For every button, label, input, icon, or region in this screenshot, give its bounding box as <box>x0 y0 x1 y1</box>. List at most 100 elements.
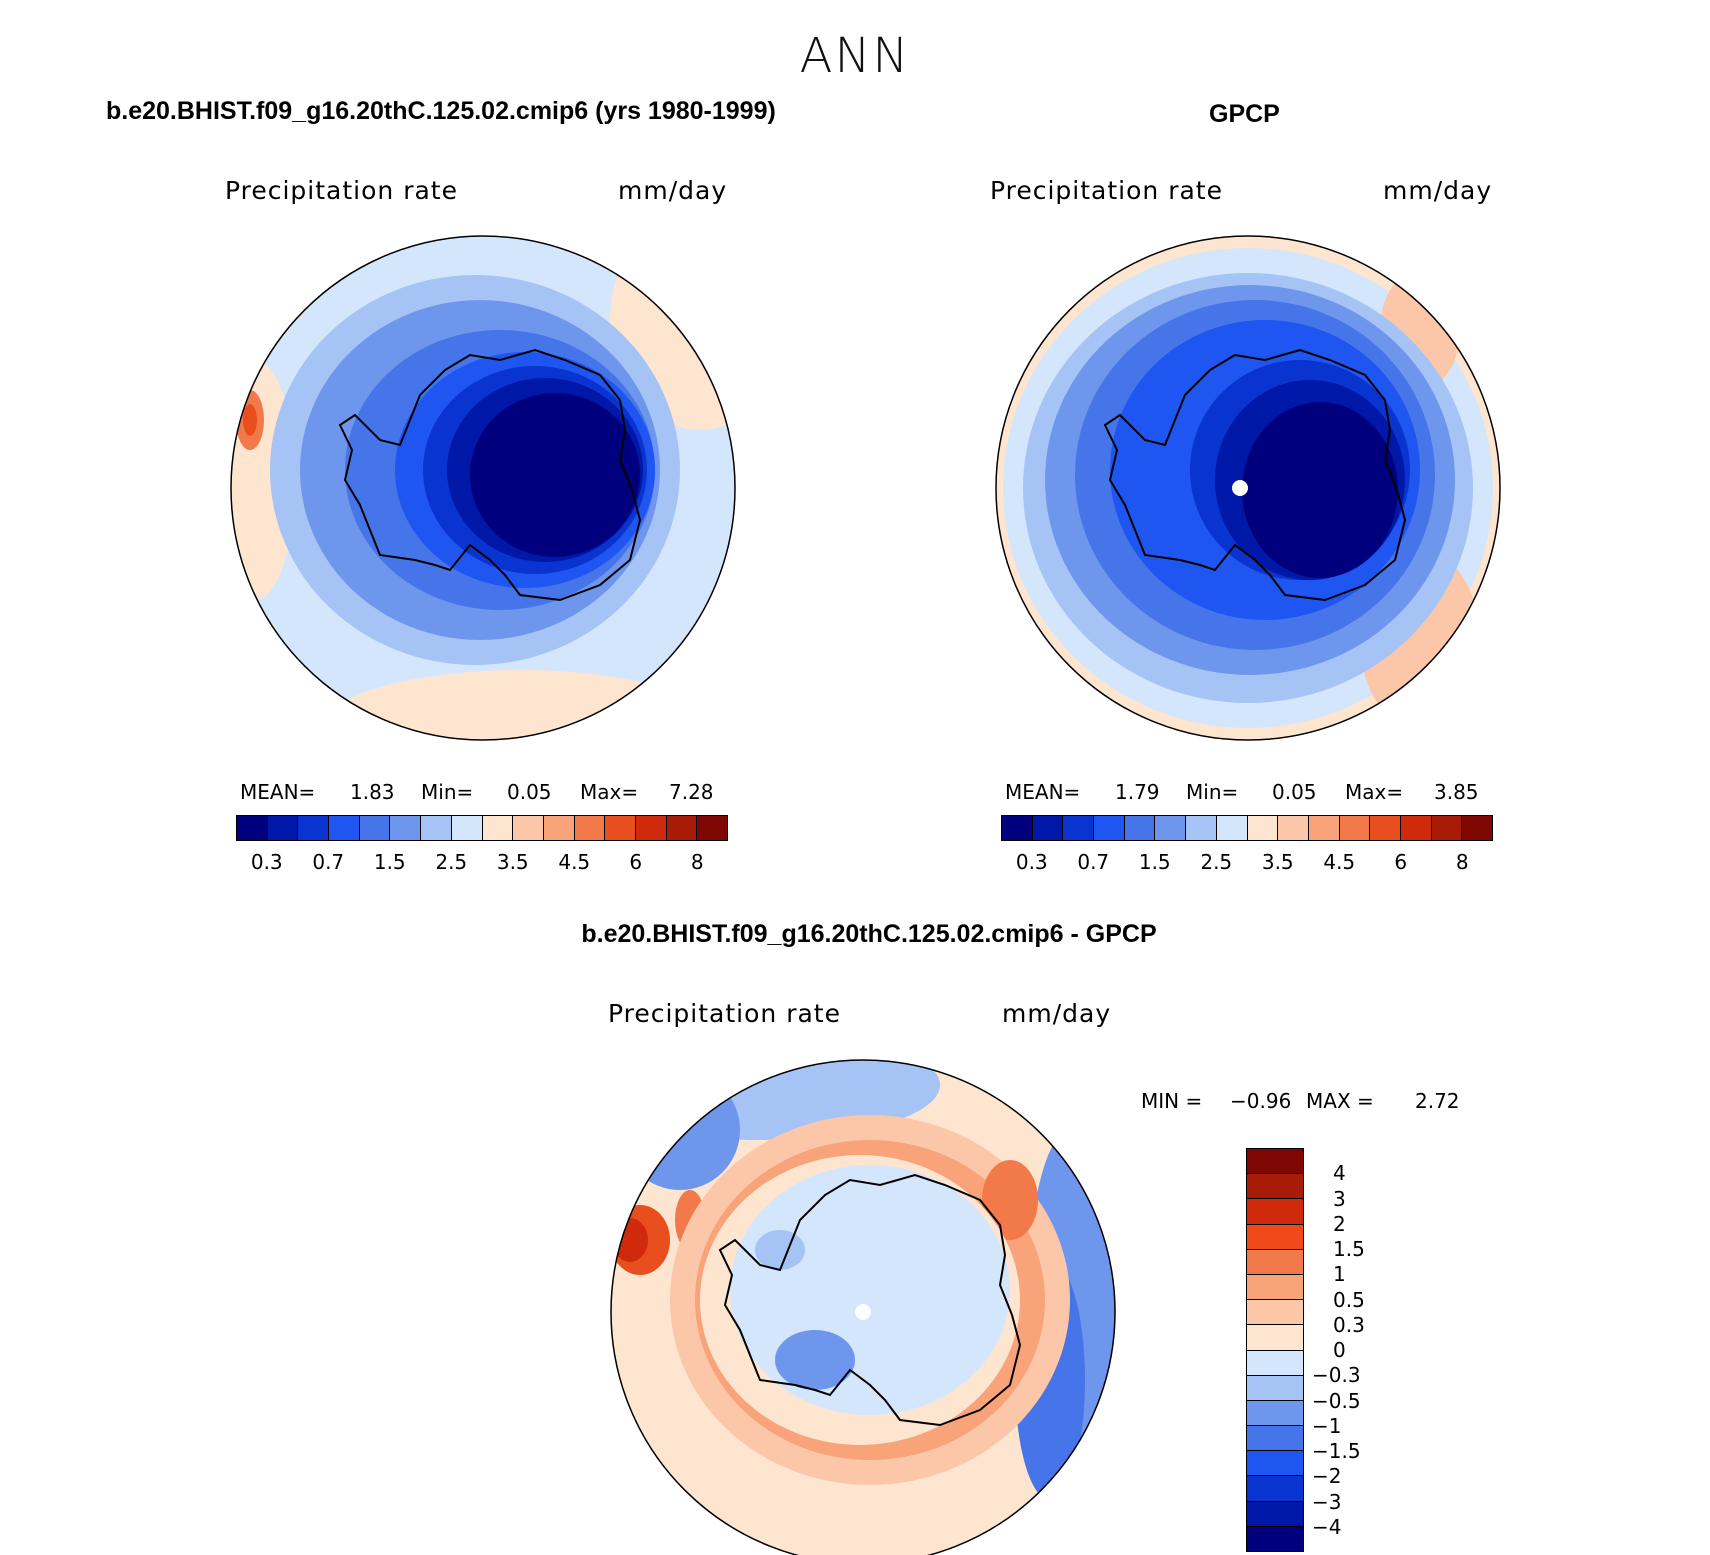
colorbar-swatch <box>329 816 360 840</box>
colorbar-swatch <box>298 816 330 840</box>
model-mean-value: 1.83 <box>350 780 395 804</box>
model-units-label: mm/day <box>618 176 728 205</box>
diff-max-label: MAX = <box>1306 1089 1374 1113</box>
model-panel-title: b.e20.BHIST.f09_g16.20thC.125.02.cmip6 (… <box>106 97 776 125</box>
obs-min-value: 0.05 <box>1272 780 1317 804</box>
colorbar-swatch <box>1247 1149 1303 1175</box>
colorbar-tick-label: 6 <box>629 850 643 874</box>
colorbar-tick-label: 1 <box>1333 1262 1346 1287</box>
colorbar-tick-label: 4.5 <box>1323 850 1356 874</box>
colorbar-swatch <box>1002 816 1033 840</box>
colorbar-swatch <box>635 816 667 840</box>
colorbar-tick-label: −0.3 <box>1312 1363 1361 1388</box>
colorbar-tick-label: 0.3 <box>250 850 283 874</box>
colorbar-swatch <box>697 816 727 840</box>
diff-max-value: 2.72 <box>1415 1089 1460 1113</box>
colorbar-swatch <box>390 816 422 840</box>
colorbar-tick-label: 2.5 <box>435 850 468 874</box>
colorbar-swatch <box>237 816 268 840</box>
obs-mean-value: 1.79 <box>1115 780 1160 804</box>
obs-units-label: mm/day <box>1383 176 1493 205</box>
colorbar-tick-label: −1.5 <box>1312 1439 1361 1463</box>
colorbar-swatch <box>1247 1375 1303 1401</box>
colorbar-tick-label: −4 <box>1312 1514 1342 1539</box>
colorbar-swatch <box>1216 816 1248 840</box>
model-mean-label: MEAN= <box>240 780 316 804</box>
colorbar-swatch <box>1370 816 1401 840</box>
colorbar-swatch <box>574 816 606 840</box>
colorbar-swatch <box>666 816 698 840</box>
colorbar-swatch <box>1278 816 1309 840</box>
diff-panel-title: b.e20.BHIST.f09_g16.20thC.125.02.cmip6 -… <box>581 920 1157 948</box>
model-min-value: 0.05 <box>507 780 552 804</box>
colorbar-swatch <box>1247 1249 1303 1275</box>
colorbar-tick-label: 0.7 <box>1077 850 1110 874</box>
diff-min-label: MIN = <box>1141 1089 1203 1113</box>
colorbar-tick-label: 4.5 <box>558 850 591 874</box>
colorbar-swatch <box>1247 1199 1303 1225</box>
colorbar-swatch <box>421 816 452 840</box>
colorbar-swatch <box>1124 816 1156 840</box>
colorbar-swatch <box>1247 1476 1303 1502</box>
colorbar-swatch <box>1247 1526 1303 1551</box>
colorbar-tick-label: 1.5 <box>373 850 406 874</box>
obs-panel-title: GPCP <box>1209 100 1280 128</box>
colorbar-swatch <box>1400 816 1432 840</box>
obs-max-label: Max= <box>1345 780 1404 804</box>
obs-min-label: Min= <box>1186 780 1239 804</box>
colorbar-tick-label: 0 <box>1333 1338 1346 1362</box>
colorbar-swatch <box>1032 816 1064 840</box>
colorbar-swatch <box>1063 816 1095 840</box>
diff-min-value: −0.96 <box>1230 1089 1292 1113</box>
colorbar-swatch <box>605 816 636 840</box>
colorbar-tick-label: 1.5 <box>1333 1237 1365 1261</box>
colorbar-tick-label: 2.5 <box>1200 850 1233 874</box>
colorbar-swatch <box>1094 816 1125 840</box>
colorbar-swatch <box>1247 816 1279 840</box>
colorbar-swatch <box>1431 816 1463 840</box>
colorbar-swatch <box>1247 1224 1303 1250</box>
colorbar-tick-label: 8 <box>690 850 704 874</box>
diff-variable-label: Precipitation rate <box>608 999 841 1028</box>
colorbar-swatch <box>1462 816 1492 840</box>
colorbar-tick-label: 0.5 <box>1333 1287 1365 1312</box>
colorbar-swatch <box>451 816 483 840</box>
colorbar-swatch <box>1247 1451 1303 1477</box>
colorbar-tick-label: −3 <box>1312 1489 1342 1514</box>
colorbar-swatch <box>543 816 575 840</box>
colorbar-swatch <box>359 816 391 840</box>
obs-mean-label: MEAN= <box>1005 780 1081 804</box>
colorbar-swatch <box>1247 1350 1303 1376</box>
colorbar-tick-label: 6 <box>1394 850 1408 874</box>
colorbar-swatch <box>1247 1501 1303 1527</box>
model-max-label: Max= <box>580 780 639 804</box>
colorbar-swatch <box>1247 1300 1303 1326</box>
figure-title: ANN <box>799 28 911 84</box>
colorbar-swatch <box>1247 1325 1303 1351</box>
colorbar-swatch <box>1186 816 1217 840</box>
model-colorbar <box>236 815 728 841</box>
colorbar-tick-label: 0.3 <box>1015 850 1048 874</box>
colorbar-swatch <box>513 816 544 840</box>
colorbar-tick-label: 0.7 <box>312 850 345 874</box>
colorbar-tick-label: 2 <box>1333 1211 1346 1236</box>
model-variable-label: Precipitation rate <box>225 176 458 205</box>
obs-max-value: 3.85 <box>1434 780 1479 804</box>
colorbar-tick-label: 4 <box>1333 1161 1346 1186</box>
colorbar-swatch <box>1247 1400 1303 1427</box>
colorbar-swatch <box>1247 1274 1303 1301</box>
colorbar-tick-label: −1 <box>1312 1413 1342 1438</box>
diff-units-label: mm/day <box>1002 999 1112 1028</box>
obs-variable-label: Precipitation rate <box>990 176 1223 205</box>
diff-pole-marker <box>855 1304 871 1320</box>
colorbar-swatch <box>1155 816 1187 840</box>
colorbar-tick-label: −0.5 <box>1312 1388 1361 1413</box>
colorbar-swatch <box>1339 816 1371 840</box>
colorbar-swatch <box>1247 1426 1303 1452</box>
colorbar-swatch <box>482 816 514 840</box>
diff-colorbar <box>1246 1148 1304 1552</box>
colorbar-swatch <box>1308 816 1340 840</box>
model-max-value: 7.28 <box>669 780 714 804</box>
